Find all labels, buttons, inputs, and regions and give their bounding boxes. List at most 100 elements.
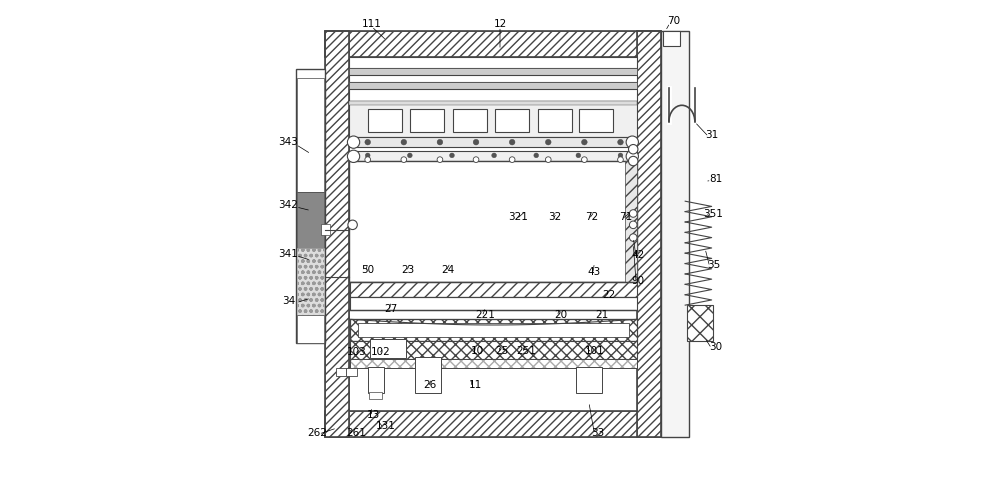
Circle shape bbox=[545, 139, 551, 145]
Text: 70: 70 bbox=[667, 16, 680, 26]
Text: 32: 32 bbox=[549, 212, 562, 222]
Bar bbox=[325, 412, 661, 437]
Bar bbox=[350, 341, 637, 359]
Bar bbox=[349, 89, 637, 100]
Bar bbox=[358, 323, 629, 337]
Bar bbox=[538, 109, 572, 132]
Text: 11: 11 bbox=[469, 380, 482, 391]
Text: 43: 43 bbox=[588, 267, 601, 277]
Bar bbox=[349, 68, 637, 75]
Text: 343: 343 bbox=[278, 137, 298, 147]
Circle shape bbox=[347, 150, 360, 163]
Circle shape bbox=[582, 139, 587, 145]
Circle shape bbox=[509, 157, 515, 163]
Text: 50: 50 bbox=[361, 265, 374, 275]
Bar bbox=[349, 100, 637, 137]
Bar bbox=[321, 224, 330, 235]
Text: 221: 221 bbox=[475, 310, 495, 320]
Text: 262: 262 bbox=[308, 428, 328, 438]
Bar bbox=[346, 368, 357, 376]
Text: 90: 90 bbox=[631, 276, 645, 285]
Text: 33: 33 bbox=[591, 428, 604, 438]
Circle shape bbox=[626, 136, 638, 148]
Text: 13: 13 bbox=[367, 410, 380, 420]
Bar bbox=[349, 161, 637, 282]
Bar bbox=[495, 109, 529, 132]
Circle shape bbox=[629, 210, 637, 217]
Text: 321: 321 bbox=[508, 212, 528, 222]
Text: 35: 35 bbox=[707, 260, 720, 270]
Text: 30: 30 bbox=[709, 342, 722, 352]
Bar bbox=[368, 367, 384, 392]
Bar bbox=[415, 357, 441, 392]
Text: 24: 24 bbox=[441, 265, 455, 275]
Bar bbox=[350, 359, 637, 368]
Circle shape bbox=[509, 139, 515, 145]
Bar bbox=[661, 31, 689, 437]
Circle shape bbox=[618, 139, 623, 145]
Bar bbox=[297, 249, 324, 315]
Bar bbox=[637, 31, 661, 437]
Bar bbox=[349, 75, 637, 82]
Circle shape bbox=[492, 153, 496, 158]
Bar bbox=[325, 31, 661, 57]
Circle shape bbox=[473, 139, 479, 145]
Circle shape bbox=[365, 153, 370, 158]
Text: 42: 42 bbox=[631, 250, 645, 260]
Text: 261: 261 bbox=[346, 428, 366, 438]
Bar bbox=[410, 109, 444, 132]
Bar bbox=[297, 315, 324, 343]
Text: 101: 101 bbox=[585, 347, 604, 357]
Circle shape bbox=[626, 150, 638, 163]
Bar bbox=[350, 359, 637, 368]
Text: 10: 10 bbox=[471, 347, 484, 357]
Circle shape bbox=[347, 136, 360, 148]
Text: 111: 111 bbox=[362, 19, 381, 29]
Bar bbox=[325, 412, 661, 437]
Circle shape bbox=[365, 139, 371, 145]
Bar bbox=[350, 297, 637, 310]
Bar bbox=[576, 367, 602, 392]
Bar bbox=[579, 109, 613, 132]
Bar bbox=[349, 100, 637, 105]
Text: 131: 131 bbox=[376, 421, 396, 431]
Bar bbox=[297, 192, 324, 249]
Text: 22: 22 bbox=[602, 290, 615, 300]
Circle shape bbox=[576, 153, 581, 158]
Bar bbox=[297, 78, 324, 192]
Bar bbox=[350, 341, 637, 359]
Circle shape bbox=[407, 153, 412, 158]
Text: 20: 20 bbox=[554, 310, 567, 320]
Circle shape bbox=[629, 156, 638, 166]
Text: 351: 351 bbox=[704, 209, 723, 219]
Bar bbox=[325, 31, 661, 57]
Bar bbox=[296, 69, 325, 343]
Bar bbox=[349, 57, 637, 68]
Bar bbox=[370, 339, 406, 358]
Text: 27: 27 bbox=[384, 304, 397, 314]
Bar bbox=[369, 391, 382, 399]
Circle shape bbox=[534, 153, 539, 158]
Bar bbox=[349, 137, 637, 147]
Bar bbox=[350, 319, 637, 341]
Circle shape bbox=[401, 139, 407, 145]
Bar bbox=[349, 82, 637, 89]
Bar bbox=[349, 151, 637, 161]
Text: 72: 72 bbox=[586, 212, 599, 222]
Circle shape bbox=[629, 234, 637, 241]
Circle shape bbox=[629, 144, 638, 154]
Circle shape bbox=[450, 153, 454, 158]
Circle shape bbox=[365, 157, 371, 163]
Bar bbox=[687, 305, 713, 341]
Bar bbox=[663, 31, 680, 46]
Bar bbox=[625, 161, 637, 282]
Text: 251: 251 bbox=[517, 347, 536, 357]
Circle shape bbox=[401, 157, 407, 163]
Text: 71: 71 bbox=[619, 212, 632, 222]
Text: 34: 34 bbox=[282, 296, 295, 306]
Circle shape bbox=[473, 157, 479, 163]
Text: 25: 25 bbox=[495, 347, 509, 357]
Text: 31: 31 bbox=[705, 130, 718, 140]
Circle shape bbox=[618, 157, 623, 163]
Bar bbox=[336, 368, 346, 376]
